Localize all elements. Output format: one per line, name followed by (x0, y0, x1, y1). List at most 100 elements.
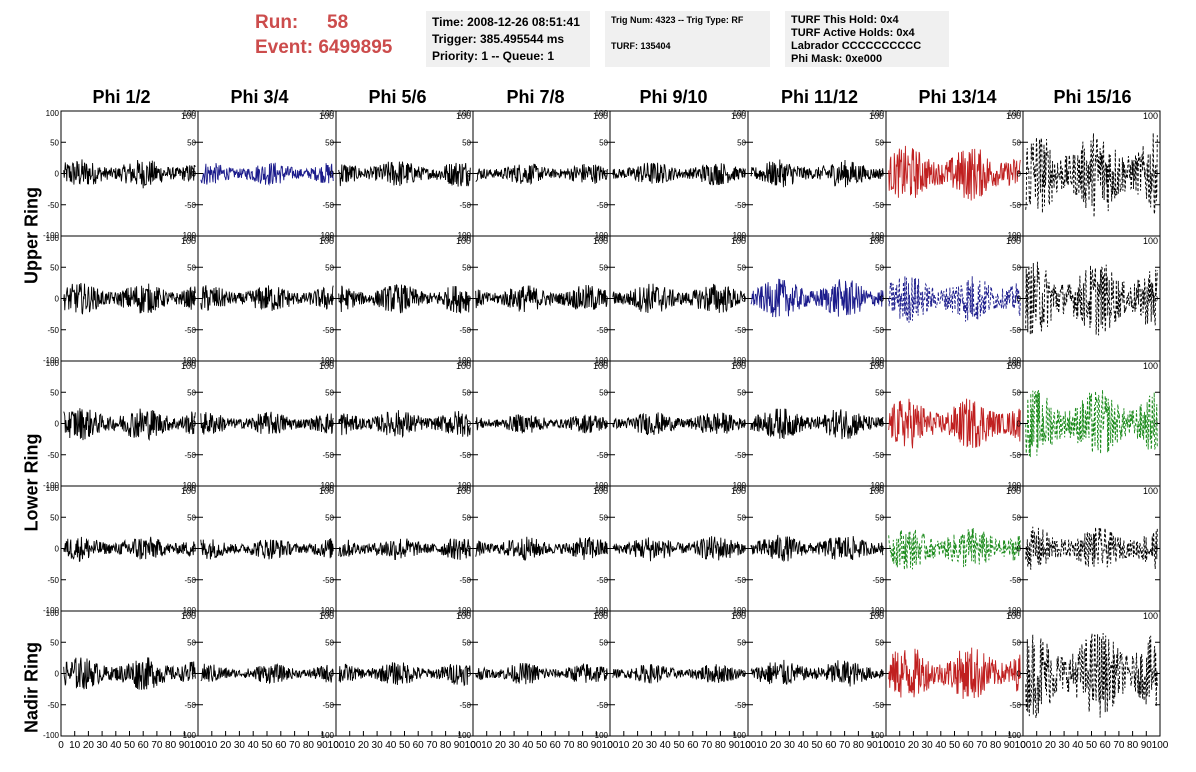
y-tick-label-2-1-0: 0 (192, 420, 197, 429)
y-tick-label-0-0-50: 50 (50, 138, 59, 147)
x-tick-label-0-100: 100 (190, 740, 207, 751)
y-tick-label-right-top-2-5: 100 (869, 361, 884, 371)
y-tick-label-right-top-1-3: 100 (593, 236, 608, 246)
y-tick-label-right-top-3-7: 100 (1143, 486, 1158, 496)
x-tick-label-2-100: 100 (465, 740, 482, 751)
y-tick-label-4-5--50: -50 (734, 701, 746, 710)
y-tick-label-3-7-50: 50 (1012, 513, 1021, 522)
panel-frame-2-4 (609, 360, 749, 487)
y-tick-label-top-4-5: 100 (733, 609, 747, 618)
x-tick-label-6-10: 10 (894, 740, 906, 751)
x-tick-label-2-90: 90 (454, 740, 466, 751)
y-tick-label-top-1-5: 100 (733, 234, 747, 243)
y-tick-label-2-0--50: -50 (47, 451, 59, 460)
y-tick-label-2-6-0: 0 (880, 420, 885, 429)
x-tick-label-0-30: 30 (97, 740, 109, 751)
waveform-3-0 (63, 536, 196, 562)
y-tick-label-right-top-2-2: 100 (456, 361, 471, 371)
y-tick-label-2-6-50: 50 (875, 388, 884, 397)
x-tick-label-3-20: 20 (495, 740, 507, 751)
y-tick-label-1-4--50: -50 (596, 326, 608, 335)
y-tick-label-right-top-0-3: 100 (593, 111, 608, 121)
waveform-0-1 (200, 162, 334, 186)
waveform-1-0 (63, 282, 196, 315)
y-tick-label-0-4-0: 0 (604, 170, 609, 179)
y-tick-label-3-6-0: 0 (880, 545, 885, 554)
x-tick-label-6-100: 100 (1015, 740, 1032, 751)
y-tick-label-0-6--50: -50 (872, 201, 884, 210)
x-tick-label-4-70: 70 (701, 740, 713, 751)
y-tick-label-top-0-7: 100 (1008, 109, 1022, 118)
waveform-1-5 (750, 278, 884, 318)
column-label-phi-13-14: Phi 13/14 (918, 87, 997, 107)
y-tick-label-top-0-6: 100 (871, 109, 885, 118)
y-tick-label-right-top-2-4: 100 (731, 361, 746, 371)
y-tick-label-top-2-4: 100 (595, 359, 609, 368)
y-tick-label-top-3-7: 100 (1008, 484, 1022, 493)
y-tick-label-top-0-4: 100 (595, 109, 609, 118)
y-tick-label-3-3-50: 50 (462, 513, 471, 522)
y-tick-label-bottom-3-0: -100 (43, 606, 60, 615)
column-label-phi-11-12: Phi 11/12 (780, 87, 859, 107)
waveform-2-6 (888, 398, 1021, 449)
y-tick-label-1-5--50: -50 (734, 326, 746, 335)
y-tick-label-3-5--50: -50 (734, 576, 746, 585)
x-tick-label-4-80: 80 (715, 740, 727, 751)
y-tick-label-4-6--50: -50 (872, 701, 884, 710)
y-tick-label-0-0-0: 0 (55, 170, 60, 179)
y-tick-label-4-2--50: -50 (322, 701, 334, 710)
y-tick-label-3-3-0: 0 (467, 545, 472, 554)
y-tick-label-0-5-50: 50 (737, 138, 746, 147)
time-text: Time: 2008-12-26 08:51:41 (432, 15, 580, 29)
x-tick-label-1-90: 90 (317, 740, 329, 751)
y-tick-label-bottom-2-0: -100 (43, 481, 60, 490)
x-tick-label-3-10: 10 (481, 740, 493, 751)
x-tick-label-1-40: 40 (248, 740, 260, 751)
y-tick-label-top-1-4: 100 (595, 234, 609, 243)
y-tick-label-4-1--50: -50 (184, 701, 196, 710)
column-label-phi-3-4: Phi 3/4 (230, 87, 289, 107)
y-tick-label-3-1--50: -50 (184, 576, 196, 585)
x-tick-label-7-100: 100 (1152, 740, 1169, 751)
x-tick-label-0-20: 20 (83, 740, 95, 751)
y-tick-label-1-4-0: 0 (604, 295, 609, 304)
y-tick-label-0-3-0: 0 (467, 170, 472, 179)
y-tick-label-0-3-50: 50 (462, 138, 471, 147)
y-tick-label-top-4-4: 100 (595, 609, 609, 618)
y-tick-label-3-0--50: -50 (47, 576, 59, 585)
column-label-phi-9-10: Phi 9/10 (639, 87, 708, 107)
y-tick-label-0-1--50: -50 (184, 201, 196, 210)
waveform-0-4 (612, 162, 746, 186)
x-tick-label-7-30: 30 (1059, 740, 1071, 751)
y-tick-label-3-2-50: 50 (325, 513, 334, 522)
y-tick-label-right-zero-4-4: 0 (742, 670, 747, 679)
x-tick-label-7-20: 20 (1045, 740, 1057, 751)
y-tick-label-0-3--50: -50 (459, 201, 471, 210)
y-tick-label-bottom-0-0: -100 (43, 231, 60, 240)
y-tick-label-2-4-50: 50 (599, 388, 608, 397)
y-tick-label-top-3-6: 100 (871, 484, 885, 493)
y-tick-label-top-3-3: 100 (458, 484, 472, 493)
x-tick-label-5-40: 40 (798, 740, 810, 751)
y-tick-label-top-0-5: 100 (733, 109, 747, 118)
y-tick-label-bottom-4-0: -100 (43, 731, 60, 740)
waveform-1-3 (475, 284, 608, 313)
x-tick-label-1-50: 50 (261, 740, 273, 751)
x-tick-label-6-70: 70 (976, 740, 988, 751)
x-tick-label-1-20: 20 (220, 740, 232, 751)
x-tick-label-0-90: 90 (179, 740, 191, 751)
y-tick-label-bottom-4-3: -100 (455, 731, 472, 740)
y-tick-label-right-top-4-1: 100 (319, 611, 334, 621)
waveform-0-2 (338, 161, 471, 187)
x-tick-label-7-40: 40 (1072, 740, 1084, 751)
x-tick-label-3-60: 60 (550, 740, 562, 751)
x-tick-label-0-50: 50 (124, 740, 136, 751)
y-tick-label-4-4-0: 0 (604, 670, 609, 679)
y-tick-label-right-top-0-0: 100 (181, 111, 196, 121)
y-tick-label-bottom-4-6: -100 (868, 731, 885, 740)
y-tick-label-right-top-0-2: 100 (456, 111, 471, 121)
y-tick-label-3-4-0: 0 (604, 545, 609, 554)
y-tick-label-0-2-0: 0 (330, 170, 335, 179)
y-tick-label-bottom-1-0: -100 (43, 356, 60, 365)
x-tick-label-1-10: 10 (206, 740, 218, 751)
